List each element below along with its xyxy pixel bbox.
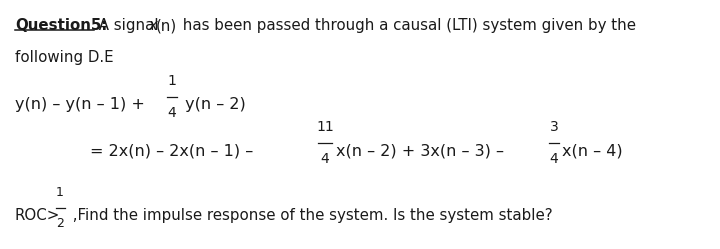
Text: ,Find the impulse response of the system. Is the system stable?: ,Find the impulse response of the system… <box>68 208 553 223</box>
Text: 1: 1 <box>168 74 176 88</box>
Text: following D.E: following D.E <box>15 50 114 65</box>
Text: 3: 3 <box>549 120 559 134</box>
Text: 4: 4 <box>168 106 176 120</box>
Text: (n): (n) <box>156 18 177 33</box>
Text: = 2x(n) – 2x(n – 1) –: = 2x(n) – 2x(n – 1) – <box>90 143 253 158</box>
Text: 11: 11 <box>316 120 334 134</box>
Text: y(n – 2): y(n – 2) <box>180 97 246 112</box>
Text: A signal: A signal <box>94 18 173 33</box>
Text: x(n – 2) + 3x(n – 3) –: x(n – 2) + 3x(n – 3) – <box>336 143 504 158</box>
Text: 4: 4 <box>549 152 559 166</box>
Text: has been passed through a causal (LTI) system given by the: has been passed through a causal (LTI) s… <box>178 18 636 33</box>
Text: x(n – 4): x(n – 4) <box>562 143 623 158</box>
Text: Question5:: Question5: <box>15 18 107 33</box>
Text: 1: 1 <box>56 186 64 199</box>
Text: x: x <box>148 18 157 33</box>
Text: 4: 4 <box>320 152 329 166</box>
Text: 2: 2 <box>56 217 64 230</box>
Text: ROC>: ROC> <box>15 208 60 223</box>
Text: y(n) – y(n – 1) +: y(n) – y(n – 1) + <box>15 97 145 112</box>
